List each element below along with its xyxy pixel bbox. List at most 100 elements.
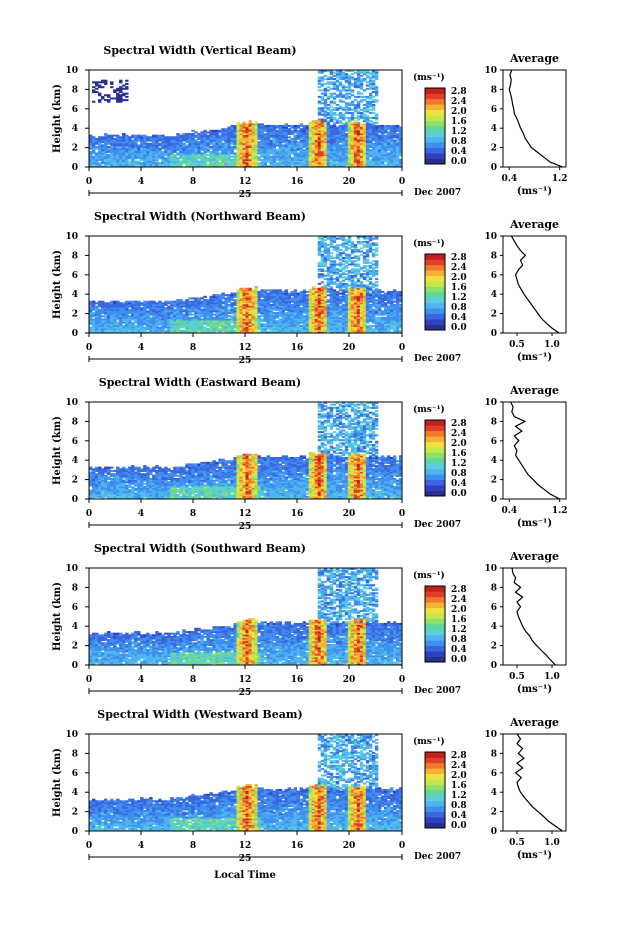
heatmap-cell bbox=[203, 145, 207, 148]
heatmap-cell bbox=[347, 82, 352, 85]
heatmap-cell bbox=[332, 131, 337, 134]
heatmap-cell bbox=[296, 124, 301, 127]
heatmap-cell bbox=[242, 150, 246, 153]
heatmap-cell bbox=[149, 157, 153, 160]
heatmap-cell bbox=[110, 155, 114, 158]
heatmap-cell bbox=[143, 158, 147, 161]
heatmap-cell bbox=[344, 126, 349, 129]
heatmap-cell bbox=[332, 260, 337, 263]
heatmap-cell bbox=[272, 158, 276, 161]
heatmap-cell bbox=[203, 131, 207, 134]
heatmap-cell bbox=[125, 165, 129, 168]
heatmap-cell bbox=[323, 269, 328, 272]
heatmap-cell bbox=[95, 142, 99, 145]
heatmap-cell bbox=[167, 152, 171, 155]
heatmap-cell bbox=[215, 162, 219, 165]
heatmap-cell bbox=[200, 149, 204, 152]
heatmap-cell bbox=[116, 99, 120, 102]
heatmap-cell bbox=[233, 129, 237, 132]
heatmap-cell bbox=[251, 165, 255, 168]
heatmap-cell bbox=[311, 158, 316, 161]
heatmap-cell bbox=[263, 152, 267, 155]
heatmap-cell bbox=[350, 142, 355, 145]
heatmap-cell bbox=[212, 152, 216, 155]
heatmap-cell bbox=[338, 92, 343, 95]
heatmap-cell bbox=[110, 145, 114, 148]
heatmap-cell bbox=[173, 142, 177, 145]
heatmap-cell bbox=[326, 278, 331, 281]
heatmap-cell bbox=[257, 157, 261, 160]
heatmap-cell bbox=[341, 84, 346, 87]
heatmap-cell bbox=[98, 149, 102, 152]
heatmap-cell bbox=[386, 152, 391, 155]
heatmap-cell bbox=[332, 144, 337, 147]
heatmap-cell bbox=[296, 131, 301, 134]
heatmap-cell bbox=[179, 162, 183, 165]
heatmap-cell bbox=[164, 145, 168, 148]
heatmap-cell bbox=[98, 150, 102, 153]
heatmap-cell bbox=[278, 160, 283, 163]
heatmap-cell bbox=[311, 157, 316, 160]
heatmap-cell bbox=[329, 128, 334, 131]
avg-y-tick-label: 2 bbox=[491, 144, 497, 154]
heatmap-cell bbox=[257, 162, 261, 165]
heatmap-cell bbox=[167, 137, 171, 140]
heatmap-cell bbox=[236, 121, 240, 124]
heatmap-cell bbox=[356, 110, 361, 113]
heatmap-cell bbox=[302, 149, 307, 152]
heatmap-cell bbox=[104, 157, 108, 160]
heatmap-cell bbox=[164, 139, 168, 142]
heatmap-cell bbox=[119, 150, 123, 153]
heatmap-cell bbox=[311, 126, 316, 129]
heatmap-cell bbox=[206, 145, 210, 148]
heatmap-cell bbox=[272, 124, 276, 127]
heatmap-cell bbox=[89, 147, 93, 150]
heatmap-cell bbox=[278, 162, 283, 165]
heatmap-cell bbox=[347, 139, 352, 142]
heatmap-cell bbox=[248, 126, 252, 129]
heatmap-cell bbox=[353, 79, 358, 82]
heatmap-cell bbox=[242, 126, 246, 129]
heatmap-cell bbox=[329, 81, 334, 84]
heatmap-cell bbox=[272, 128, 276, 131]
heatmap-cell bbox=[212, 160, 216, 163]
heatmap-cell bbox=[305, 150, 310, 153]
heatmap-cell bbox=[350, 145, 355, 148]
heatmap-cell bbox=[182, 139, 186, 142]
heatmap-cell bbox=[305, 163, 310, 166]
heatmap-cell bbox=[146, 163, 150, 166]
heatmap-cell bbox=[329, 133, 334, 136]
heatmap-cell bbox=[299, 154, 304, 157]
heatmap-cell bbox=[221, 154, 225, 157]
heatmap-cell bbox=[341, 107, 346, 110]
heatmap-cell bbox=[170, 139, 174, 142]
heatmap-cell bbox=[317, 128, 322, 131]
heatmap-cell bbox=[203, 129, 207, 132]
heatmap-cell bbox=[167, 158, 171, 161]
heatmap-cell bbox=[284, 136, 289, 139]
heatmap-cell bbox=[353, 81, 358, 84]
heatmap-cell bbox=[251, 160, 255, 163]
heatmap-cell bbox=[293, 155, 298, 158]
heatmap-cell bbox=[368, 116, 373, 119]
heatmap-cell bbox=[185, 133, 189, 136]
heatmap-cell bbox=[182, 158, 186, 161]
heatmap-cell bbox=[179, 157, 183, 160]
heatmap-cell bbox=[323, 149, 328, 152]
heatmap-cell bbox=[350, 126, 355, 129]
heatmap-cell bbox=[320, 95, 325, 98]
heatmap-cell bbox=[191, 300, 195, 303]
heatmap-cell bbox=[359, 79, 364, 82]
heatmap-cell bbox=[239, 134, 243, 137]
heatmap-cell bbox=[350, 134, 355, 137]
heatmap-cell bbox=[350, 136, 355, 139]
heatmap-cell bbox=[284, 154, 289, 157]
heatmap-cell bbox=[98, 99, 102, 102]
heatmap-cell bbox=[353, 157, 358, 160]
heatmap-cell bbox=[170, 141, 174, 144]
heatmap-cell bbox=[344, 76, 349, 79]
heatmap-cell bbox=[104, 81, 108, 84]
heatmap-cell bbox=[257, 149, 261, 152]
heatmap-cell bbox=[350, 91, 355, 94]
heatmap-cell bbox=[236, 129, 240, 132]
